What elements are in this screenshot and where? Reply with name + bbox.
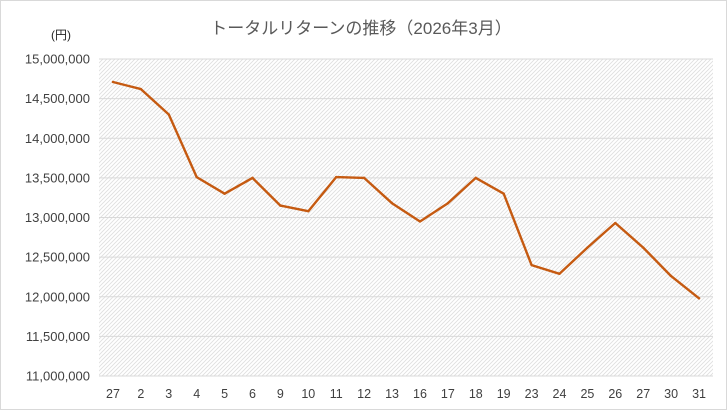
data-point: [642, 246, 645, 249]
data-point: [502, 192, 505, 195]
data-point: [362, 176, 366, 180]
x-tick-label: 16: [413, 387, 427, 401]
data-point: [474, 176, 477, 180]
data-point: [195, 175, 198, 179]
y-tick-label: 12,500,000: [25, 250, 90, 265]
data-point: [251, 176, 254, 180]
x-tick-label: 5: [221, 387, 228, 401]
x-tick-label: 9: [277, 387, 284, 401]
data-points: [111, 80, 701, 300]
data-point: [223, 192, 226, 195]
x-tick-label: 10: [301, 387, 315, 401]
y-tick-label: 13,000,000: [25, 210, 90, 225]
data-point: [335, 175, 338, 179]
y-axis-ticks: 15,000,000 14,500,000 14,000,000 13,500,000…: [25, 52, 90, 384]
data-point: [614, 221, 617, 225]
data-point: [111, 80, 115, 84]
x-tick-label: 31: [692, 387, 706, 401]
y-tick-label: 12,000,000: [25, 289, 90, 304]
data-point: [418, 220, 422, 223]
data-point: [697, 297, 701, 300]
x-tick-label: 24: [553, 387, 567, 401]
x-axis-ticks: 27 2 3 4 5 6 9 10 11 12 13 16 17 18 19 23 24 25 26 27 30 31: [106, 387, 706, 401]
x-tick-label: 11: [330, 387, 343, 401]
data-point: [530, 263, 533, 267]
data-point: [669, 274, 673, 278]
x-tick-label: 23: [525, 387, 539, 401]
data-point: [279, 204, 282, 207]
y-tick-label: 14,000,000: [25, 131, 90, 146]
data-point: [139, 87, 143, 91]
data-point: [446, 202, 450, 205]
x-tick-label: 12: [357, 387, 371, 401]
y-tick-label: 14,500,000: [25, 91, 90, 106]
data-point: [390, 202, 394, 205]
y-tick-label: 13,500,000: [25, 170, 90, 185]
x-tick-label: 27: [106, 387, 120, 401]
x-tick-label: 3: [165, 387, 172, 401]
x-tick-label: 17: [441, 387, 455, 401]
chart-title: トータルリターンの推移（2026年3月）: [210, 19, 511, 38]
series-line: [111, 80, 701, 300]
x-tick-label: 25: [580, 387, 594, 401]
y-tick-label: 11,500,000: [26, 329, 90, 344]
y-tick-label: 15,000,000: [25, 52, 90, 67]
data-point: [586, 246, 589, 249]
x-tick-label: 26: [608, 387, 622, 401]
y-tick-label: 11,000,000: [26, 369, 90, 384]
gridlines: [99, 58, 713, 377]
x-tick-label: 4: [193, 387, 200, 401]
y-unit-label: (円): [51, 28, 71, 42]
x-tick-label: 19: [497, 387, 511, 401]
x-tick-label: 27: [636, 387, 650, 401]
data-point: [558, 272, 561, 275]
data-point: [307, 209, 310, 213]
x-tick-label: 30: [664, 387, 678, 401]
x-tick-label: 13: [385, 387, 399, 401]
x-tick-label: 6: [249, 387, 256, 401]
x-tick-label: 2: [137, 387, 144, 401]
x-tick-label: 18: [469, 387, 483, 401]
data-point: [167, 113, 170, 116]
